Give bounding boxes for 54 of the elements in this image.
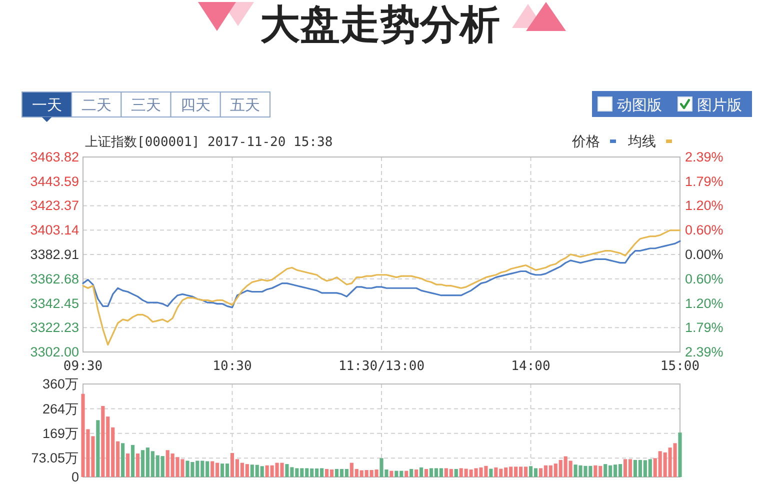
y-tick-label: 169万 [42,426,79,441]
bar [96,420,100,477]
legend-label: 价格 [571,133,600,149]
tab: 二天 [71,92,122,118]
y-tick-label: 3443.59 [30,174,79,189]
y2-tick-label: 0.00% [685,247,724,262]
x-tick-label: 14:00 [511,359,550,374]
bar [454,468,458,477]
tab: 四天 [170,92,221,118]
x-tick-label: 10:30 [212,359,252,374]
line-series [82,240,681,308]
y2-tick-label: 1.79% [685,174,724,189]
y2-tick-label: 1.20% [685,198,724,214]
y-tick-label: 3463.82 [30,150,79,164]
chart-title: 上证指数[000001] 2017-11-20 15:38 [85,135,333,150]
y-tick-label: 73.05万 [31,450,79,466]
legend-label: 均线 [627,133,656,149]
x-tick-label: 11:30/13:00 [338,359,425,374]
bar [121,443,125,477]
bar [414,470,418,477]
y2-tick-label: 1.79% [685,320,724,336]
tab: 五天 [220,92,270,118]
y2-tick-label: 0.60% [685,271,724,286]
y2-tick-label: 2.39% [685,344,724,360]
bar [136,453,140,477]
y-tick-label: 3342.45 [30,296,79,311]
y-tick-label: 3302.00 [30,344,79,360]
bar [390,470,394,477]
x-tick-label: 15:00 [660,359,700,374]
tab: 三天 [120,92,172,118]
bar [420,467,424,477]
text: 大盘走势分析 [260,3,500,47]
y-tick-label: 3403.14 [30,222,80,238]
y2-tick-label: 0.60% [685,222,724,238]
toggle-panel: 动图版 图片版 [592,91,752,117]
bar [404,470,408,477]
bar [410,468,414,477]
y-tick-label: 0 [71,470,79,484]
y2-tick-label: 2.39% [685,150,724,164]
bar [678,432,682,477]
bar [489,468,493,477]
y-tick-label: 3423.37 [30,198,79,214]
bar [424,468,428,477]
y-tick-label: 3362.68 [30,271,79,286]
y-tick-label: 264万 [42,401,79,416]
y-tick-label: 360万 [42,376,79,392]
y2-tick-label: 1.20% [685,296,724,311]
tab: 一天 [22,92,72,118]
bar [130,444,135,477]
y-tick-label: 3382.91 [30,247,79,262]
line-series [82,229,681,346]
x-tick-label: 09:30 [63,359,103,374]
y-tick-label: 3322.23 [30,320,79,336]
bar [126,453,130,477]
